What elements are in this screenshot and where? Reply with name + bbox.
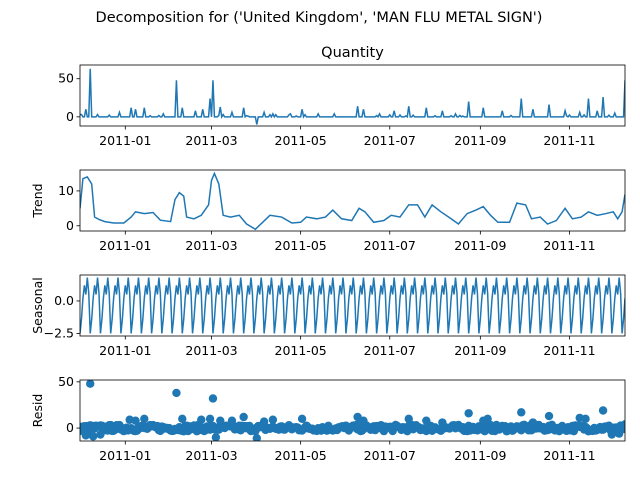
plot-area-observed [80, 68, 625, 125]
y-tick-label: −2.5 [44, 325, 74, 340]
axes-frame-seasonal [79, 274, 626, 337]
x-tick-label: 2011-07 [364, 448, 416, 463]
resid-point [268, 415, 278, 424]
x-tick-label: 2011-09 [454, 343, 506, 358]
x-tick-label: 2011-05 [275, 133, 327, 148]
x-tick-label: 2011-03 [185, 238, 237, 253]
y-tick-label: 0.0 [54, 293, 74, 308]
resid-point [259, 417, 269, 426]
plot-area-trend [80, 171, 625, 231]
resid-point [483, 414, 492, 424]
y-axis-label: Trend [30, 183, 45, 218]
resid-point [216, 416, 225, 425]
resid-point [211, 433, 221, 441]
x-tick-label: 2011-07 [364, 343, 416, 358]
resid-point [517, 408, 526, 417]
resid-point [297, 414, 307, 424]
resid-point [544, 411, 554, 421]
x-tick-label: 2011-11 [543, 343, 595, 358]
x-tick-label: 2011-01 [99, 238, 151, 253]
x-tick-label: 2011-09 [454, 238, 506, 253]
resid-point [208, 394, 218, 403]
y-tick-label: 0 [66, 109, 74, 124]
x-tick-label: 2011-03 [185, 448, 237, 463]
y-tick-label: 50 [58, 374, 74, 389]
resid-point [620, 420, 625, 429]
panel-seasonal: −2.5 0.0 2011-01 2011-03 2011-05 2011-07 2011-… [30, 274, 626, 358]
x-tick-label: 2011-09 [454, 133, 506, 148]
resid-point [607, 430, 617, 439]
panels: 0 50 2011-01 2011-03 2011-05 2011-07 2011-09 20… [30, 45, 626, 463]
y-tick-label: 50 [58, 71, 74, 86]
resid-point [88, 432, 98, 441]
resid-point [205, 414, 215, 424]
resid-point [598, 406, 608, 415]
resid-point [81, 431, 91, 440]
x-tick-label: 2011-11 [543, 448, 595, 463]
resid-point [178, 414, 187, 424]
axes-frame-trend [79, 169, 626, 232]
x-tick-label: 2011-01 [99, 133, 151, 148]
resid-point [464, 409, 473, 418]
resid-point [528, 418, 538, 427]
panel-resid: 0 50 2011-01 2011-03 2011-05 2011-07 2011-09 20… [30, 374, 626, 463]
resid-point [239, 412, 248, 422]
resid-point [96, 430, 105, 439]
resid-point [359, 416, 368, 425]
resid-point [172, 388, 181, 398]
resid-point [197, 415, 206, 424]
x-tick-label: 2011-05 [275, 238, 327, 253]
x-tick-label: 2011-03 [185, 133, 237, 148]
y-axis-label: Seasonal [30, 277, 45, 334]
resid-point [422, 416, 431, 425]
x-tick-label: 2011-11 [543, 133, 595, 148]
resid-point [252, 434, 261, 441]
panel-trend: 0 10 2011-01 2011-03 2011-05 2011-07 2011-09 20… [30, 169, 626, 253]
axes-frame-observed [79, 64, 626, 127]
y-tick-label: 0 [66, 218, 74, 233]
resid-point [404, 414, 413, 424]
panel-title: Quantity [321, 45, 384, 61]
x-tick-label: 2011-09 [454, 448, 506, 463]
y-axis-label: Resid [30, 394, 45, 428]
panel-observed: 0 50 2011-01 2011-03 2011-05 2011-07 2011-09 20… [58, 45, 626, 148]
y-tick-label: 10 [58, 183, 74, 198]
resid-point [131, 416, 140, 425]
series-line-trend [80, 171, 625, 231]
axes-frame-resid [79, 379, 626, 442]
x-tick-label: 2011-07 [364, 133, 416, 148]
resid-point [140, 414, 149, 424]
series-line-seasonal [80, 277, 625, 334]
x-tick-label: 2011-03 [185, 343, 237, 358]
resid-point [86, 380, 95, 388]
series-line-observed [80, 68, 625, 125]
plot-area-seasonal [80, 277, 625, 334]
resid-point [227, 416, 237, 425]
resid-point [581, 414, 590, 424]
x-tick-label: 2011-07 [364, 238, 416, 253]
x-tick-label: 2011-01 [99, 448, 151, 463]
resid-point [438, 418, 447, 427]
plot-area-resid [80, 380, 625, 441]
x-tick-label: 2011-05 [275, 343, 327, 358]
y-tick-label: 0 [66, 420, 74, 435]
x-tick-label: 2011-01 [99, 343, 151, 358]
x-tick-label: 2011-11 [543, 238, 595, 253]
figure-suptitle: Decomposition for ('United Kingdom', 'MA… [96, 10, 543, 26]
x-tick-label: 2011-05 [275, 448, 327, 463]
resid-point [614, 429, 624, 438]
